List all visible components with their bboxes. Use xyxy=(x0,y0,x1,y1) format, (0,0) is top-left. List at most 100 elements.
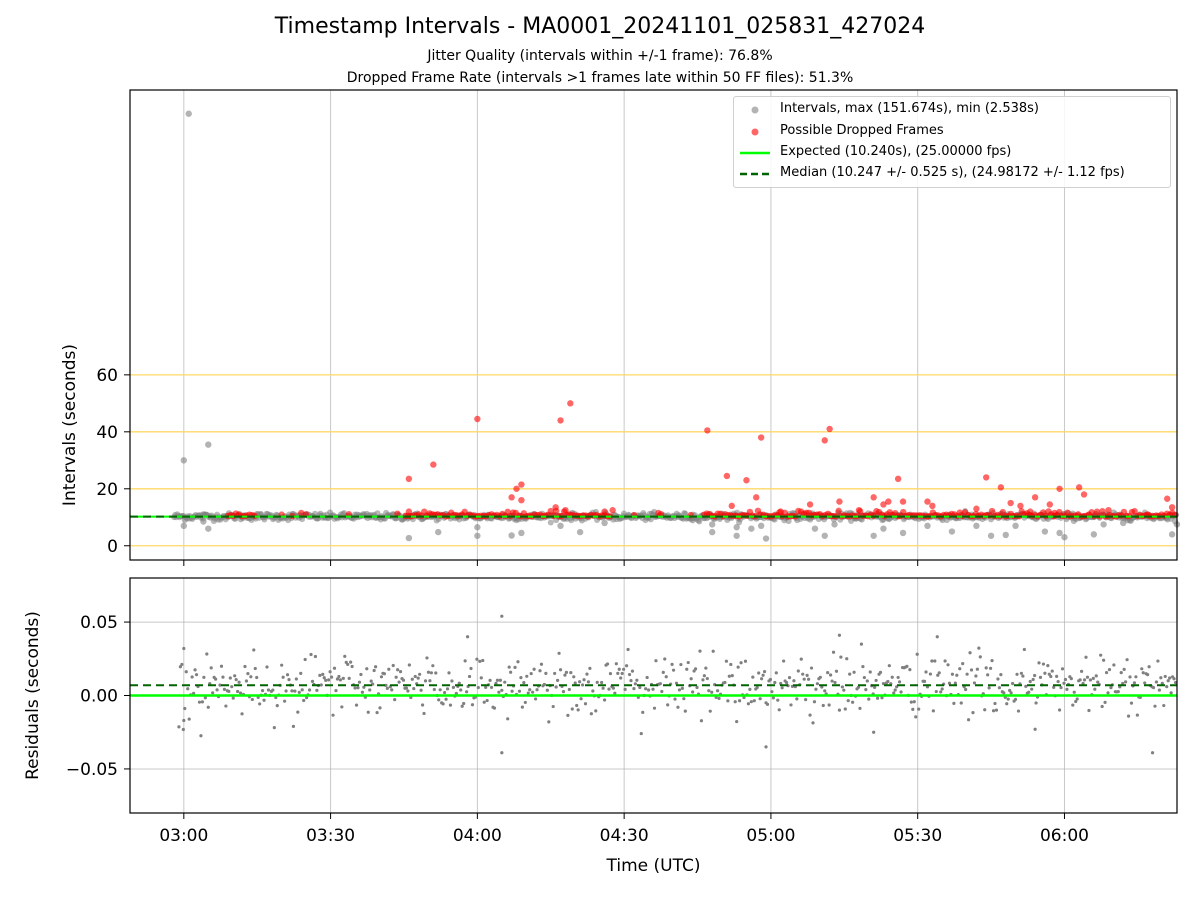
residual-point xyxy=(896,675,900,680)
residual-point xyxy=(1163,674,1167,679)
interval-point xyxy=(518,529,525,537)
residual-point xyxy=(840,685,844,689)
residual-point xyxy=(1033,673,1037,678)
residual-point xyxy=(818,675,822,679)
residual-point xyxy=(406,689,410,693)
residual-point xyxy=(180,662,184,667)
residual-point xyxy=(673,697,677,701)
residual-point xyxy=(802,677,806,681)
residual-point xyxy=(369,679,373,683)
residual-point xyxy=(218,683,222,687)
residual-point xyxy=(365,667,369,671)
residual-point xyxy=(680,686,684,690)
residual-point xyxy=(315,688,319,692)
residual-point xyxy=(834,669,839,673)
residual-point xyxy=(965,672,969,676)
residual-point xyxy=(623,687,627,691)
residual-point xyxy=(1074,699,1078,704)
residual-point xyxy=(1005,702,1009,706)
residual-point xyxy=(1135,713,1139,717)
residual-point xyxy=(715,689,720,693)
residual-point xyxy=(322,676,326,680)
residual-point xyxy=(647,688,651,692)
residual-point xyxy=(600,680,604,685)
residual-point xyxy=(952,701,956,705)
residual-point xyxy=(930,659,934,663)
residual-point xyxy=(984,666,988,670)
residual-point xyxy=(787,676,792,680)
interval-point xyxy=(689,516,696,524)
residual-point xyxy=(1043,671,1047,675)
residual-point xyxy=(544,671,548,675)
interval-point xyxy=(880,525,887,532)
residual-point xyxy=(940,687,944,691)
interval-point xyxy=(924,522,931,530)
residual-point xyxy=(1172,677,1176,681)
residual-point xyxy=(444,697,448,701)
residual-point xyxy=(375,710,379,715)
residual-point xyxy=(465,635,470,639)
residual-point xyxy=(935,635,939,639)
residual-point xyxy=(602,698,607,702)
residual-point xyxy=(1071,703,1075,707)
interval-point xyxy=(508,532,515,539)
residual-point xyxy=(219,664,224,668)
residual-point xyxy=(272,726,276,730)
residual-point xyxy=(1055,674,1059,679)
residual-point xyxy=(880,696,884,700)
residual-point xyxy=(1065,687,1069,691)
residual-point xyxy=(823,689,827,693)
residual-point xyxy=(186,687,190,691)
residual-point xyxy=(693,667,698,671)
residual-point xyxy=(632,687,636,691)
interval-point xyxy=(973,522,980,530)
residual-point xyxy=(671,668,676,672)
residual-point xyxy=(771,696,775,700)
residual-point xyxy=(795,697,799,701)
residual-point xyxy=(1049,674,1053,679)
residual-point xyxy=(398,670,403,674)
residual-point xyxy=(729,662,733,667)
dropped-frames-series xyxy=(224,400,1179,520)
residual-point xyxy=(1109,686,1113,690)
residual-point xyxy=(837,708,842,712)
residual-point xyxy=(749,700,753,704)
dropped-frame-point xyxy=(885,498,892,505)
interval-point xyxy=(435,528,442,536)
interval-point xyxy=(1002,531,1009,539)
residual-point xyxy=(429,671,433,675)
residual-point xyxy=(573,681,577,685)
interval-point xyxy=(1012,522,1019,530)
residual-point xyxy=(686,660,690,665)
residual-point xyxy=(532,667,536,671)
interval-point xyxy=(762,535,770,542)
interval-point xyxy=(601,519,608,527)
dropped-frame-point xyxy=(1007,499,1014,507)
residual-point xyxy=(580,683,585,687)
residual-point xyxy=(447,671,451,675)
residual-point xyxy=(197,700,202,704)
residual-point xyxy=(859,642,864,646)
dropped-frame-point xyxy=(298,509,305,517)
residual-point xyxy=(878,670,883,674)
residual-point xyxy=(751,675,755,679)
residual-point xyxy=(821,703,825,708)
residual-point xyxy=(660,689,664,694)
residual-point xyxy=(872,730,876,734)
residual-point xyxy=(489,685,494,690)
residual-point xyxy=(608,672,613,676)
residual-point xyxy=(513,665,517,669)
interval-point xyxy=(733,532,740,539)
residual-point xyxy=(689,677,693,681)
residual-point xyxy=(448,703,453,707)
y-tick-label: 0.05 xyxy=(80,613,118,633)
residual-point xyxy=(567,687,571,692)
residual-point xyxy=(531,690,535,694)
residual-point xyxy=(1050,669,1054,673)
residual-point xyxy=(1028,679,1032,684)
dropped-frame-point xyxy=(655,509,662,517)
dropped-frame-point xyxy=(1164,495,1171,502)
interval-point xyxy=(1090,531,1098,538)
residual-point xyxy=(635,678,639,682)
residual-point xyxy=(551,704,555,709)
